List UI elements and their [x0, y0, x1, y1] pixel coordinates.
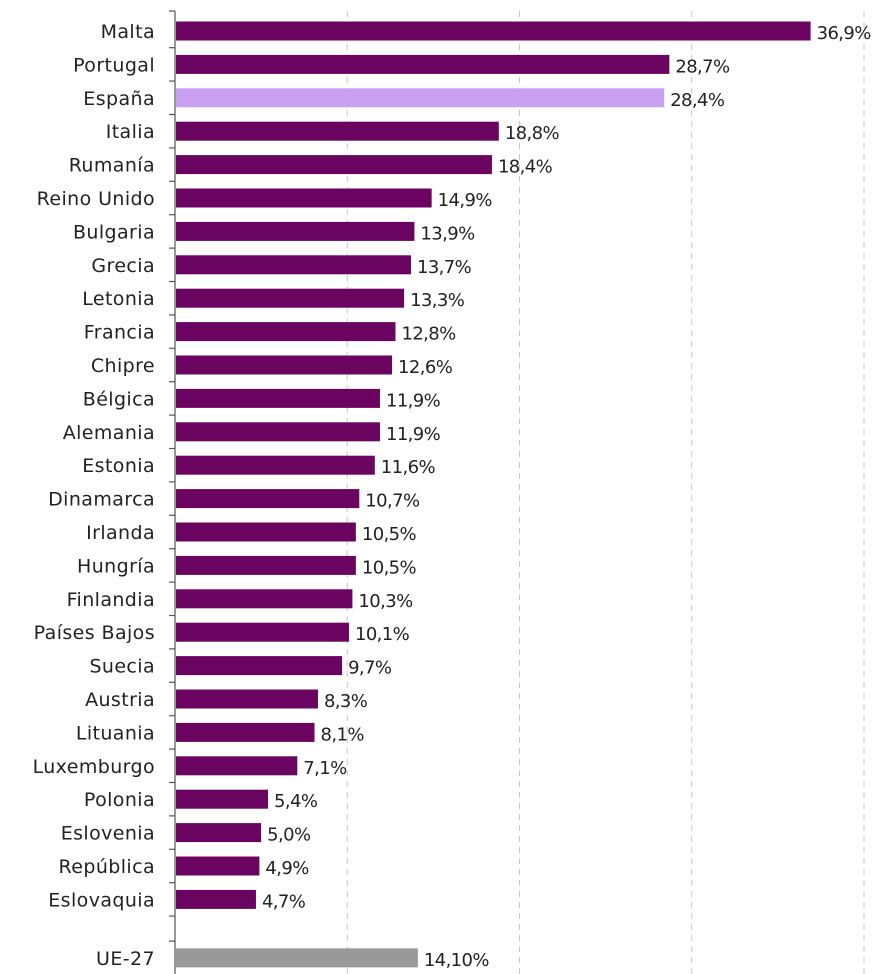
bar-13: [176, 455, 375, 475]
bar-19: [176, 656, 343, 676]
value-label-10: 12,6%: [398, 357, 453, 378]
bar-3: [176, 121, 499, 141]
value-label-1: 28,7%: [675, 56, 730, 77]
value-label-11: 11,9%: [386, 390, 441, 411]
value-label-4: 18,4%: [498, 157, 553, 178]
value-label-15: 10,5%: [362, 524, 417, 545]
category-label-12: Alemania: [63, 422, 155, 444]
bar-23: [176, 789, 269, 809]
bar-2: [176, 88, 665, 108]
category-label-27: UE-27: [96, 948, 155, 970]
bar-10: [176, 355, 393, 375]
category-label-21: Lituania: [76, 722, 155, 744]
category-label-23: Polonia: [84, 789, 155, 811]
value-label-26: 4,7%: [262, 891, 306, 912]
value-label-20: 8,3%: [324, 691, 368, 712]
bar-12: [176, 422, 380, 442]
category-label-13: Estonia: [82, 455, 155, 477]
value-label-21: 8,1%: [321, 724, 365, 745]
value-label-23: 5,4%: [274, 791, 318, 812]
bars: [176, 21, 811, 968]
category-label-2: España: [83, 88, 155, 110]
bar-15: [176, 522, 356, 542]
bar-8: [176, 288, 405, 308]
value-label-24: 5,0%: [267, 825, 311, 846]
bar-27: [176, 948, 418, 968]
bar-16: [176, 555, 356, 575]
category-label-10: Chipre: [91, 355, 155, 377]
category-label-24: Eslovenia: [61, 823, 155, 845]
bar-11: [176, 388, 380, 408]
bar-20: [176, 689, 318, 709]
value-label-18: 10,1%: [355, 624, 410, 645]
category-labels: Malta Portugal España Italia Rumanía Reino Un…: [33, 21, 155, 970]
category-label-11: Bélgica: [83, 388, 155, 410]
value-label-3: 18,8%: [505, 123, 560, 144]
category-label-4: Rumanía: [69, 155, 155, 177]
bar-26: [176, 889, 256, 909]
category-label-1: Portugal: [73, 54, 155, 76]
value-label-7: 13,7%: [417, 257, 472, 278]
value-label-8: 13,3%: [410, 290, 465, 311]
bar-0: [176, 21, 811, 41]
category-label-3: Italia: [106, 121, 155, 143]
bar-25: [176, 856, 260, 876]
category-label-6: Bulgaria: [73, 221, 155, 243]
category-label-8: Letonia: [82, 288, 155, 310]
bar-5: [176, 188, 432, 208]
category-label-0: Malta: [101, 21, 155, 43]
category-label-18: Países Bajos: [34, 622, 155, 644]
category-label-7: Grecia: [91, 255, 155, 277]
value-label-2: 28,4%: [670, 90, 725, 111]
bar-18: [176, 622, 349, 642]
value-label-17: 10,3%: [358, 591, 413, 612]
bar-17: [176, 589, 353, 609]
category-label-15: Irlanda: [86, 522, 155, 544]
bar-6: [176, 221, 415, 241]
category-label-16: Hungría: [77, 555, 155, 577]
y-axis: [169, 10, 176, 974]
category-label-14: Dinamarca: [48, 489, 155, 511]
bar-21: [176, 722, 315, 742]
bar-1: [176, 54, 670, 74]
value-label-14: 10,7%: [365, 491, 420, 512]
category-label-22: Luxemburgo: [33, 756, 155, 778]
category-label-9: Francia: [84, 322, 155, 344]
bar-24: [176, 823, 262, 843]
value-label-0: 36,9%: [817, 23, 872, 44]
bar-4: [176, 155, 492, 175]
value-label-22: 7,1%: [303, 758, 347, 779]
value-label-16: 10,5%: [362, 557, 417, 578]
category-label-25: República: [59, 856, 155, 878]
bar-9: [176, 322, 396, 342]
value-labels: 36,9% 28,7% 28,4% 18,8% 18,4%14,9% 13,9% 13,7%…: [262, 23, 872, 971]
bar-7: [176, 255, 411, 275]
value-label-6: 13,9%: [420, 223, 475, 244]
value-label-27: 14,10%: [424, 950, 490, 971]
value-label-13: 11,6%: [381, 457, 436, 478]
value-label-9: 12,8%: [401, 324, 456, 345]
value-label-12: 11,9%: [386, 424, 441, 445]
value-label-19: 9,7%: [348, 658, 392, 679]
bar-22: [176, 756, 298, 776]
category-label-5: Reino Unido: [37, 188, 155, 210]
value-label-5: 14,9%: [438, 190, 493, 211]
category-label-20: Austria: [85, 689, 155, 711]
category-label-17: Finlandia: [67, 589, 155, 611]
category-label-19: Suecia: [89, 656, 155, 678]
bar-14: [176, 489, 360, 509]
value-label-25: 4,9%: [265, 858, 309, 879]
category-label-26: Eslovaquia: [48, 889, 155, 911]
